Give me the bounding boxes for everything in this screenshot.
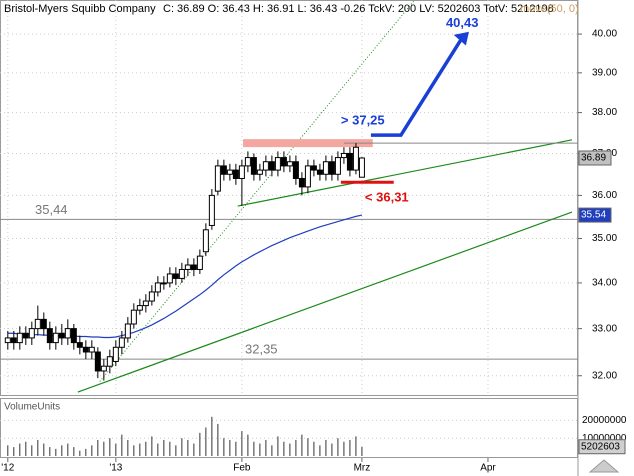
candle-body bbox=[298, 177, 305, 188]
candle-body bbox=[178, 268, 185, 279]
ma-legend: move(50, 0) bbox=[520, 3, 579, 15]
candle-body bbox=[322, 161, 329, 175]
candle-body bbox=[10, 337, 17, 344]
candle-body bbox=[190, 264, 197, 270]
candle-body bbox=[100, 365, 107, 372]
candle-body bbox=[148, 291, 155, 302]
candle-body bbox=[154, 282, 161, 293]
y-tick-label: 33.00 bbox=[592, 323, 617, 334]
x-tick-label: Apr bbox=[480, 463, 496, 474]
x-tick-label: '13 bbox=[109, 463, 122, 474]
volume-marker-box bbox=[578, 439, 626, 455]
target-arrowhead bbox=[453, 31, 469, 46]
price-marker: 36.89 bbox=[581, 153, 606, 164]
corner-icon bbox=[588, 459, 620, 473]
candle-body bbox=[22, 332, 29, 339]
candle-body bbox=[316, 169, 323, 175]
chart-subtitle: C: 36.89 O: 36.43 H: 36.91 L: 36.43 -0.2… bbox=[163, 3, 554, 15]
candle-body bbox=[16, 332, 23, 344]
candle-body bbox=[328, 161, 335, 175]
y-tick-label: 39.00 bbox=[592, 67, 617, 78]
candle-body bbox=[88, 346, 95, 353]
candle-body bbox=[94, 351, 101, 372]
price-marker: 35.54 bbox=[581, 210, 606, 221]
candle-body bbox=[238, 165, 245, 179]
x-tick-label: '12 bbox=[1, 463, 14, 474]
target-arrow bbox=[370, 38, 463, 137]
candle-body bbox=[106, 356, 113, 367]
y-tick-label: 34.00 bbox=[592, 278, 617, 289]
resistance-label: > 37,25 bbox=[341, 113, 385, 128]
candle-body bbox=[250, 157, 257, 175]
candle-body bbox=[142, 300, 149, 307]
candle-body bbox=[166, 273, 173, 284]
candle-body bbox=[112, 346, 119, 362]
candle-body bbox=[52, 332, 59, 344]
horizontal-line-label: 32,35 bbox=[245, 342, 278, 357]
candle-body bbox=[232, 169, 239, 179]
y-tick-label: 35.00 bbox=[592, 233, 617, 244]
candle-body bbox=[208, 194, 215, 226]
stop-label: < 36,31 bbox=[365, 190, 409, 205]
candle-body bbox=[172, 273, 179, 279]
candle-body bbox=[64, 328, 71, 339]
candle-body bbox=[280, 157, 287, 167]
candle-body bbox=[220, 165, 227, 175]
candle-body bbox=[268, 161, 275, 171]
candle-body bbox=[58, 332, 65, 339]
candle-body bbox=[196, 255, 203, 270]
candle-body bbox=[124, 323, 131, 339]
candle-body bbox=[214, 165, 221, 192]
candle-body bbox=[292, 161, 299, 179]
y-tick-label: 38.00 bbox=[592, 107, 617, 118]
candle-body bbox=[262, 161, 269, 171]
candle-body bbox=[310, 165, 317, 171]
candle-body bbox=[136, 305, 143, 311]
volume-label: VolumeUnits bbox=[4, 402, 60, 413]
candle-body bbox=[28, 328, 35, 339]
candle-body bbox=[76, 342, 83, 348]
trendline bbox=[237, 139, 573, 207]
candle-body bbox=[46, 328, 53, 344]
candle-body bbox=[130, 309, 137, 325]
candle-body bbox=[286, 161, 293, 167]
price-marker-box bbox=[578, 150, 612, 166]
candle-body bbox=[202, 229, 209, 253]
candle-body bbox=[346, 152, 353, 171]
volume-tick-label: 20000000 bbox=[582, 415, 627, 426]
candle-body bbox=[274, 157, 281, 171]
volume-marker: 5202603 bbox=[581, 441, 620, 452]
candle-body bbox=[82, 346, 89, 353]
candle-body bbox=[4, 337, 11, 344]
candle-body bbox=[40, 318, 47, 330]
candle-body bbox=[334, 157, 341, 175]
trendline bbox=[77, 211, 573, 393]
price-marker-box bbox=[578, 207, 612, 223]
volume-tick-label: 10000000 bbox=[582, 433, 627, 444]
candle-body bbox=[256, 169, 263, 175]
candle-body bbox=[304, 165, 311, 188]
x-tick-label: Feb bbox=[233, 463, 251, 474]
y-tick-label: 36.00 bbox=[592, 190, 617, 201]
candle-body bbox=[160, 282, 167, 285]
x-tick-label: Mrz bbox=[354, 463, 371, 474]
candle-body bbox=[184, 264, 191, 270]
candle-body bbox=[118, 337, 125, 348]
chart-title: Bristol-Myers Squibb Company bbox=[4, 3, 156, 15]
y-tick-label: 32.00 bbox=[592, 370, 617, 381]
candle-body bbox=[244, 157, 251, 167]
resistance-zone bbox=[243, 139, 373, 148]
candle-body bbox=[358, 157, 365, 178]
horizontal-line-label: 35,44 bbox=[35, 202, 68, 217]
candle-body bbox=[226, 169, 233, 175]
candle-body bbox=[34, 318, 41, 330]
candle-body bbox=[70, 328, 77, 344]
candle-body bbox=[352, 146, 359, 171]
candle-body bbox=[340, 152, 347, 159]
y-tick-label: 40.00 bbox=[592, 29, 617, 40]
target-label: 40,43 bbox=[446, 15, 479, 30]
